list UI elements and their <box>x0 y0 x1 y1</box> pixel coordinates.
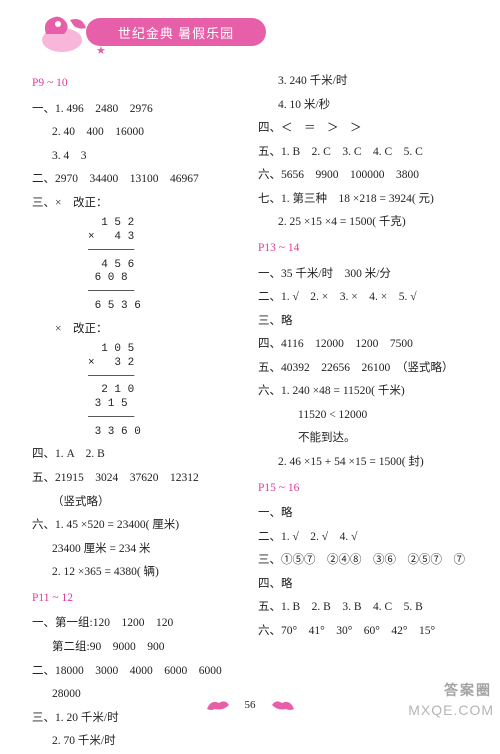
answer-line: 三、× 改正： <box>32 192 242 216</box>
answer-line: 六、5656 9900 100000 3800 <box>258 164 468 188</box>
answer-line: 五、21915 3024 37620 12312 <box>32 467 242 491</box>
header-ribbon: 世纪金典 暑假乐园 <box>86 18 266 46</box>
answer-line: 三、略 <box>258 310 468 334</box>
answer-line: 二、18000 3000 4000 6000 6000 <box>32 660 242 684</box>
answer-line: 四、略 <box>258 573 468 597</box>
header-star-icon: ★ <box>96 44 106 57</box>
answer-line: 3. 240 千米/时 <box>258 70 468 94</box>
content-area: P9 ~ 10 一、1. 496 2480 2976 2. 40 400 160… <box>32 70 468 684</box>
answer-line: 3. 4 3 <box>32 145 242 169</box>
answer-line: 2. 46 ×15 + 54 ×15 = 1500( 封) <box>258 451 468 475</box>
answer-line: 四、4116 12000 1200 7500 <box>258 333 468 357</box>
answer-line: 一、略 <box>258 502 468 526</box>
answer-line: 2. 40 400 16000 <box>32 121 242 145</box>
answer-line: 23400 厘米 = 234 米 <box>32 538 242 562</box>
answer-line: 六、70° 41° 30° 60° 42° 15° <box>258 620 468 644</box>
answer-line: 五、1. B 2. B 3. B 4. C 5. B <box>258 596 468 620</box>
vertical-calc: 1 5 2 × 4 3 ─────── 4 5 6 6 0 8 ─────── … <box>32 217 242 313</box>
answer-line: 四、＜ ＝ ＞ ＞ <box>258 117 468 141</box>
answer-line: 第二组:90 9000 900 <box>32 636 242 660</box>
answer-line: 4. 10 米/秒 <box>258 94 468 118</box>
bird-icon <box>270 697 296 713</box>
section-heading: P9 ~ 10 <box>32 72 242 96</box>
watermark-url: MXQE.COM <box>408 702 494 718</box>
answer-line: 二、2970 34400 13100 46967 <box>32 168 242 192</box>
answer-line: 四、1. A 2. B <box>32 443 242 467</box>
answer-line: 二、1. √ 2. × 3. × 4. × 5. √ <box>258 286 468 310</box>
ribbon-text: 世纪金典 暑假乐园 <box>118 23 234 42</box>
left-column: P9 ~ 10 一、1. 496 2480 2976 2. 40 400 160… <box>32 70 250 684</box>
page-number: 56 <box>245 699 256 711</box>
section-heading: P11 ~ 12 <box>32 587 242 611</box>
answer-line: 11520 < 12000 <box>258 404 468 428</box>
answer-line: 一、1. 496 2480 2976 <box>32 98 242 122</box>
answer-line: 不能到达。 <box>258 427 468 451</box>
answer-line: 二、1. √ 2. √ 4. √ <box>258 526 468 550</box>
vertical-calc: 1 0 5 × 3 2 ─────── 2 1 0 3 1 5 ─────── … <box>32 343 242 439</box>
section-heading: P15 ~ 16 <box>258 477 468 501</box>
answer-line: 一、第一组:120 1200 120 <box>32 612 242 636</box>
answer-line: 一、35 千米/时 300 米/分 <box>258 263 468 287</box>
answer-line: 六、1. 45 ×520 = 23400( 厘米) <box>32 514 242 538</box>
answer-line: × 改正： <box>32 318 242 342</box>
answer-line: 2. 25 ×15 ×4 = 1500( 千克) <box>258 211 468 235</box>
answer-line: 2. 70 千米/时 <box>32 730 242 754</box>
answer-line: 五、1. B 2. C 3. C 4. C 5. C <box>258 141 468 165</box>
answer-line: 七、1. 第三种 18 ×218 = 3924( 元) <box>258 188 468 212</box>
answer-line: 六、1. 240 ×48 = 11520( 千米) <box>258 380 468 404</box>
right-column: 3. 240 千米/时 4. 10 米/秒 四、＜ ＝ ＞ ＞ 五、1. B 2… <box>250 70 468 684</box>
answer-line: 三、①⑤⑦ ②④⑧ ③⑥ ②⑤⑦ ⑦ <box>258 549 468 573</box>
watermark-label: 答案圈 <box>444 680 492 700</box>
answer-line: 2. 12 ×365 = 4380( 辆) <box>32 561 242 585</box>
page-header: 世纪金典 暑假乐园 ★ <box>40 8 270 56</box>
header-logo <box>40 10 90 54</box>
section-heading: P13 ~ 14 <box>258 237 468 261</box>
answer-line: （竖式略） <box>32 491 242 515</box>
bird-icon <box>205 697 231 713</box>
answer-line: 五、40392 22656 26100 （竖式略） <box>258 357 468 381</box>
